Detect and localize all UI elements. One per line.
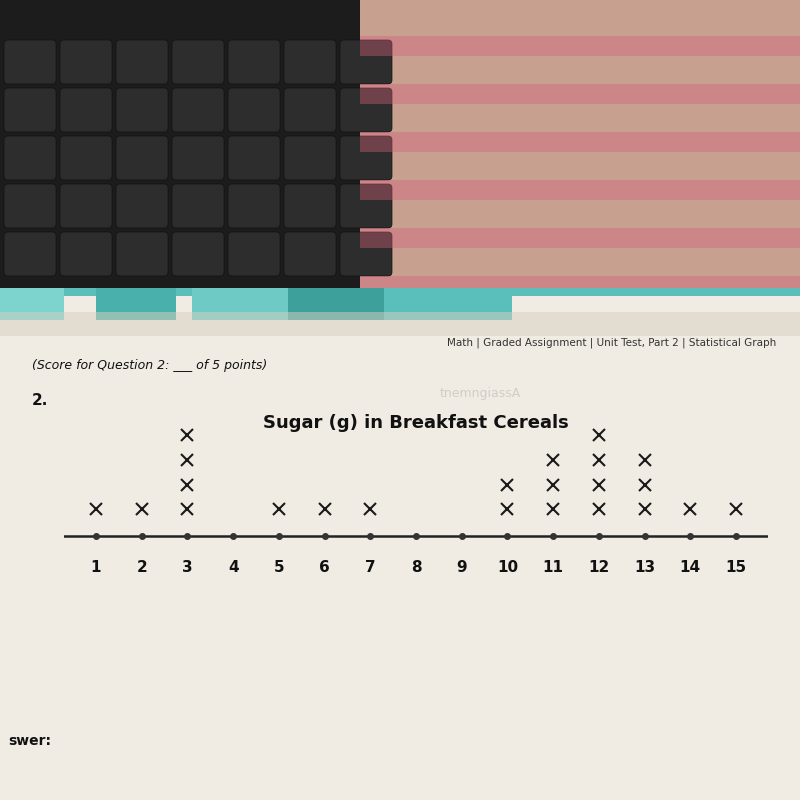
FancyBboxPatch shape <box>172 232 224 276</box>
FancyBboxPatch shape <box>284 184 336 228</box>
FancyBboxPatch shape <box>60 136 112 180</box>
Text: 8: 8 <box>410 560 422 575</box>
Text: 15: 15 <box>726 560 746 575</box>
Bar <box>360 180 800 200</box>
FancyBboxPatch shape <box>228 232 280 276</box>
Bar <box>360 228 800 248</box>
Text: 14: 14 <box>680 560 701 575</box>
Text: tnemngiassA: tnemngiassA <box>440 387 522 400</box>
Text: 6: 6 <box>319 560 330 575</box>
FancyBboxPatch shape <box>284 40 336 84</box>
Text: swer:: swer: <box>8 734 51 748</box>
Bar <box>384 288 512 320</box>
Bar <box>192 288 288 320</box>
FancyBboxPatch shape <box>4 136 56 180</box>
Text: 7: 7 <box>365 560 375 575</box>
Text: Math | Graded Assignment | Unit Test, Part 2 | Statistical Graph: Math | Graded Assignment | Unit Test, Pa… <box>446 338 776 348</box>
FancyBboxPatch shape <box>172 184 224 228</box>
FancyBboxPatch shape <box>116 40 168 84</box>
FancyBboxPatch shape <box>228 184 280 228</box>
Text: 3: 3 <box>182 560 193 575</box>
Bar <box>360 84 800 104</box>
FancyBboxPatch shape <box>60 40 112 84</box>
FancyBboxPatch shape <box>340 88 392 132</box>
FancyBboxPatch shape <box>60 232 112 276</box>
FancyBboxPatch shape <box>340 136 392 180</box>
Text: 4: 4 <box>228 560 238 575</box>
FancyBboxPatch shape <box>340 40 392 84</box>
FancyBboxPatch shape <box>60 184 112 228</box>
Bar <box>0 312 800 336</box>
Text: 2.: 2. <box>32 393 48 408</box>
Bar <box>360 132 800 152</box>
Text: 2: 2 <box>136 560 147 575</box>
FancyBboxPatch shape <box>172 88 224 132</box>
Bar <box>0 288 64 320</box>
FancyBboxPatch shape <box>4 88 56 132</box>
Bar <box>96 288 176 320</box>
Text: 5: 5 <box>274 560 284 575</box>
Text: (Score for Question 2: ___ of 5 points): (Score for Question 2: ___ of 5 points) <box>32 359 267 372</box>
FancyBboxPatch shape <box>172 136 224 180</box>
FancyBboxPatch shape <box>284 136 336 180</box>
FancyBboxPatch shape <box>228 88 280 132</box>
FancyBboxPatch shape <box>284 232 336 276</box>
FancyBboxPatch shape <box>284 88 336 132</box>
FancyBboxPatch shape <box>172 40 224 84</box>
Text: 11: 11 <box>542 560 564 575</box>
FancyBboxPatch shape <box>228 136 280 180</box>
FancyBboxPatch shape <box>228 40 280 84</box>
FancyBboxPatch shape <box>4 184 56 228</box>
FancyBboxPatch shape <box>116 232 168 276</box>
FancyBboxPatch shape <box>340 232 392 276</box>
FancyBboxPatch shape <box>4 232 56 276</box>
FancyBboxPatch shape <box>340 184 392 228</box>
Text: 12: 12 <box>588 560 610 575</box>
Text: Write the data set that is shown on the dot plot in ascending order.: Write the data set that is shown on the … <box>80 418 573 434</box>
Text: 13: 13 <box>634 560 655 575</box>
Bar <box>0 0 800 296</box>
FancyBboxPatch shape <box>116 88 168 132</box>
FancyBboxPatch shape <box>116 136 168 180</box>
Bar <box>0 288 800 320</box>
Bar <box>360 276 800 296</box>
Text: 9: 9 <box>457 560 467 575</box>
Bar <box>360 36 800 56</box>
Bar <box>0 296 800 800</box>
Bar <box>288 288 400 320</box>
FancyBboxPatch shape <box>116 184 168 228</box>
Text: Sugar (g) in Breakfast Cereals: Sugar (g) in Breakfast Cereals <box>263 414 569 432</box>
FancyBboxPatch shape <box>60 88 112 132</box>
Bar <box>360 0 800 296</box>
FancyBboxPatch shape <box>4 40 56 84</box>
Text: 1: 1 <box>90 560 102 575</box>
Text: 10: 10 <box>497 560 518 575</box>
